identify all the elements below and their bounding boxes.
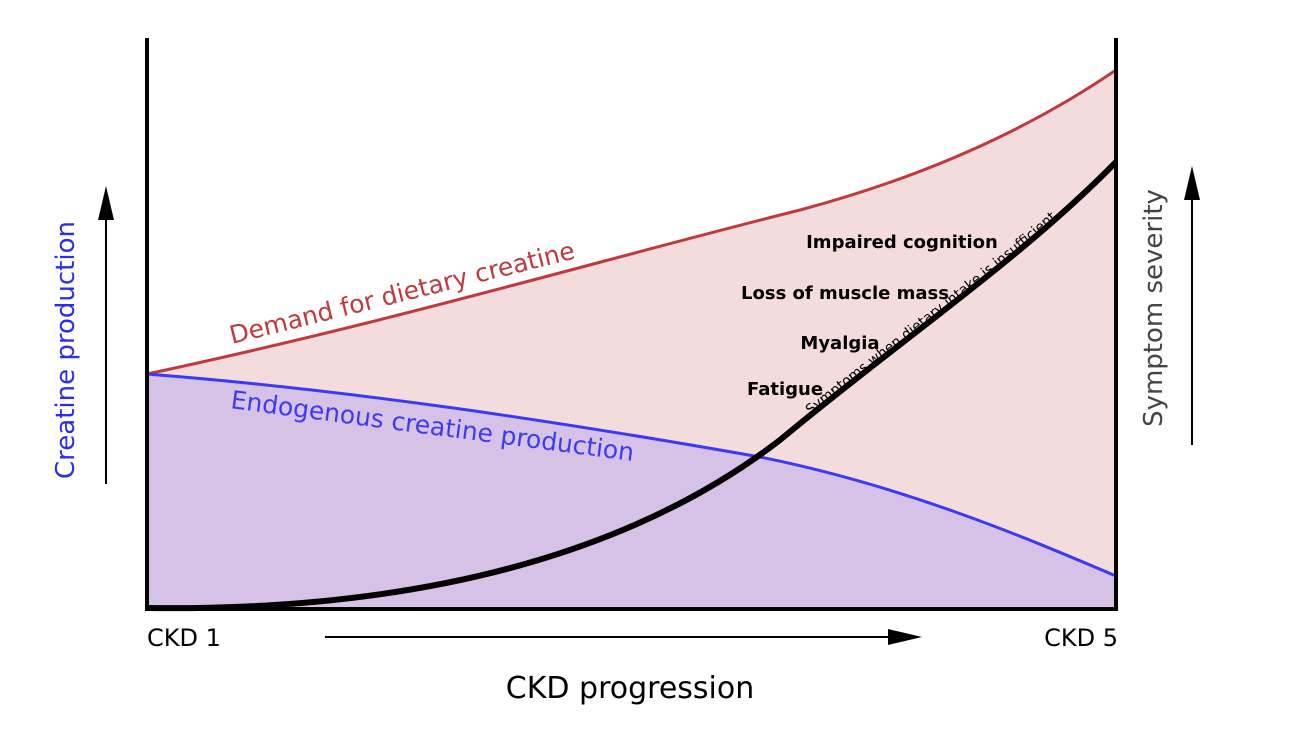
endogenous-curve bbox=[146, 372, 1117, 578]
x-axis-label: CKD progression bbox=[506, 671, 754, 706]
symptom-curve bbox=[146, 159, 1119, 612]
x-start-label: CKD 1 bbox=[147, 624, 221, 652]
progression-arrow bbox=[325, 629, 922, 645]
x-end-label: CKD 5 bbox=[1044, 624, 1118, 652]
left-axis-label: Creatine production bbox=[51, 221, 81, 479]
symptom-impaired-cognition: Impaired cognition bbox=[806, 232, 998, 253]
right-up-arrow bbox=[1184, 166, 1200, 445]
symptom-myalgia: Myalgia bbox=[800, 333, 879, 354]
endogenous-region bbox=[147, 374, 1116, 610]
demand-curve bbox=[146, 68, 1117, 376]
symptom-loss-of-muscle-mass: Loss of muscle mass bbox=[741, 283, 949, 304]
right-axis-label: Symptom severity bbox=[1139, 189, 1169, 427]
left-up-arrow bbox=[98, 186, 114, 484]
symptom-fatigue: Fatigue bbox=[747, 379, 823, 400]
